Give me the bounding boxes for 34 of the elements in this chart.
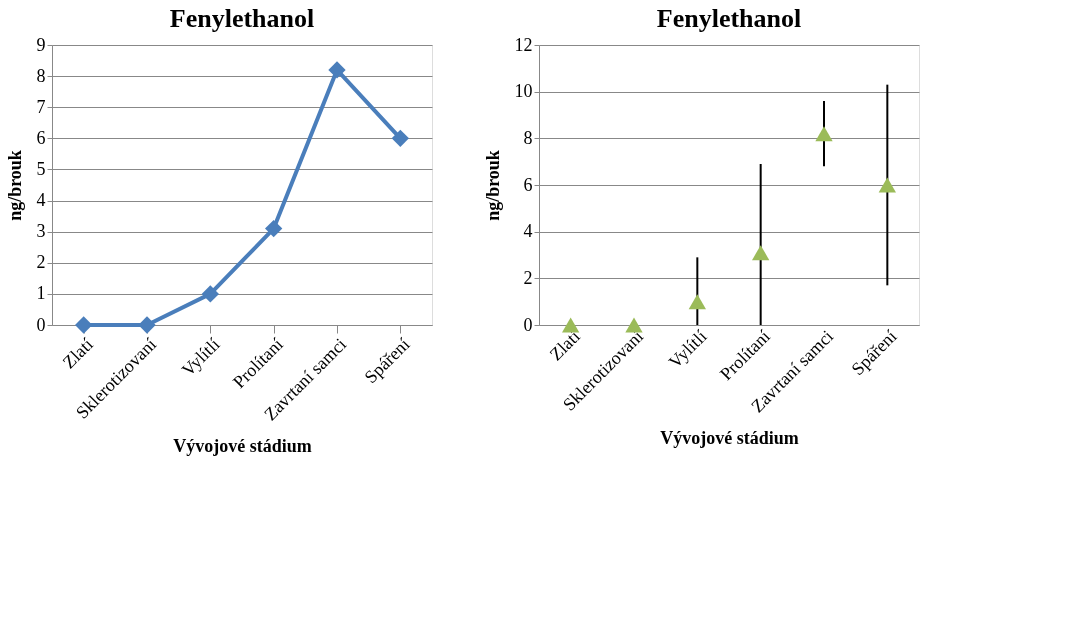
y-tick-label: 2 [36, 252, 46, 273]
y-tick-label: 3 [36, 221, 46, 242]
point [391, 129, 409, 147]
y-tick-label: 9 [36, 34, 46, 55]
y-tick-label: 6 [36, 127, 46, 148]
chart-title: Fenylethanol [169, 4, 315, 33]
point [201, 285, 219, 303]
y-tick-label: 4 [523, 221, 533, 242]
y-tick-label: 0 [523, 314, 533, 335]
point [752, 245, 770, 261]
y-tick-label: 0 [36, 314, 46, 335]
y-tick-label: 4 [36, 190, 46, 211]
point [75, 316, 93, 334]
y-axis-title: ng/brouk [482, 150, 503, 221]
x-axis-title: Vývojové stádium [660, 428, 799, 449]
y-tick-label: 5 [36, 158, 46, 179]
x-axis-title: Vývojové stádium [173, 436, 312, 457]
point [265, 219, 283, 238]
y-tick-label: 10 [514, 81, 533, 102]
point [138, 316, 156, 334]
y-tick-label: 8 [36, 65, 46, 86]
point [815, 126, 833, 142]
point [625, 317, 643, 333]
y-tick-label: 7 [36, 96, 46, 117]
y-tick-label: 8 [523, 127, 533, 148]
point [688, 294, 706, 310]
point [328, 61, 346, 79]
y-tick-label: 6 [523, 174, 533, 195]
y-tick-label: 12 [514, 34, 533, 55]
y-tick-label: 2 [523, 267, 533, 288]
y-tick-label: 1 [36, 283, 46, 304]
y-axis-title: ng/brouk [4, 150, 25, 221]
chart-title: Fenylethanol [656, 4, 802, 33]
point [878, 177, 896, 193]
